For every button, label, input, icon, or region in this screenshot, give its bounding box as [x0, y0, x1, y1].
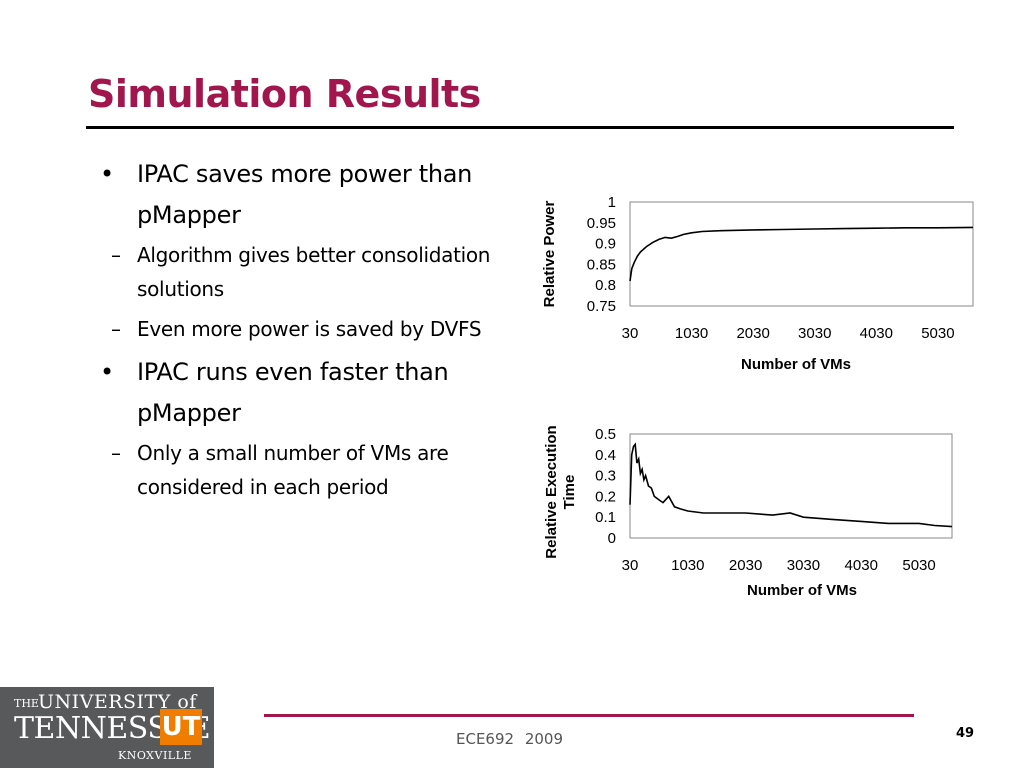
- y-tick-label: 0: [608, 530, 616, 547]
- y-tick-label: 0.4: [595, 447, 616, 464]
- x-axis-label: Number of VMs: [747, 582, 857, 599]
- y-tick-label: 0.9: [595, 236, 616, 253]
- y-tick-label: 0.3: [595, 468, 616, 485]
- sub-bullet-dash: –: [111, 441, 121, 465]
- sub-bullet-item: – Algorithm gives better consolidation s…: [55, 238, 500, 306]
- y-tick-group: 0.5 0.4 0.3 0.2 0.1 0: [595, 426, 616, 547]
- sub-bullet-dash: –: [111, 243, 121, 267]
- bullet-list: • IPAC saves more power than pMapper – A…: [100, 154, 500, 510]
- y-tick-label: 0.75: [587, 298, 616, 315]
- logo-university: UNIVERSITY of: [38, 691, 197, 713]
- plot-frame: [629, 433, 953, 539]
- x-tick-label: 5030: [921, 325, 954, 342]
- relative-execution-time-chart: 0.50.40.30.20.10 30 1030 2030 3030 4030 5030 …: [543, 425, 953, 599]
- series-line: [629, 226, 974, 282]
- bullet-item: • IPAC saves more power than pMapper: [100, 154, 500, 236]
- y-tick-label: 0.5: [595, 426, 616, 443]
- x-tick-group: 30 1030 2030 3030 4030 5030: [622, 325, 955, 342]
- sub-bullet-dash: –: [111, 317, 121, 341]
- y-tick-label: 0.95: [587, 215, 616, 232]
- title-divider: [86, 126, 954, 129]
- sub-bullet-item: – Even more power is saved by DVFS: [55, 312, 500, 346]
- logo-ut-mark: UT: [160, 709, 202, 745]
- x-tick-label: 2030: [736, 325, 769, 342]
- bullet-dot: •: [100, 358, 114, 386]
- y-axis-label: Relative Power: [541, 200, 558, 307]
- x-tick-label: 4030: [845, 557, 878, 574]
- relative-power-chart: 1 0.95 0.9 0.85 0.8 0.75 30 1030 2030 3030 4030 50…: [541, 194, 974, 373]
- slide-title: Simulation Results: [88, 72, 481, 116]
- x-tick-label: 3030: [787, 557, 820, 574]
- bullet-dot: •: [100, 160, 114, 188]
- x-tick-label: 5030: [902, 557, 935, 574]
- x-tick-label: 30: [622, 557, 639, 574]
- y-tick-label: 0.8: [595, 277, 616, 294]
- x-tick-label: 1030: [675, 325, 708, 342]
- logo-the: THE: [14, 697, 39, 710]
- bullet-text: IPAC runs even faster than pMapper: [137, 358, 449, 427]
- y-tick-label: 0.2: [595, 488, 616, 505]
- university-logo: THE UNIVERSITY of TENNESSEE UT KNOXVILLE: [0, 687, 214, 768]
- bullet-item: • IPAC runs even faster than pMapper: [100, 352, 500, 434]
- x-tick-label: 2030: [729, 557, 762, 574]
- plot-frame: [629, 201, 974, 307]
- x-tick-label: 30: [622, 325, 639, 342]
- series-line: [629, 442, 953, 528]
- sub-bullet-text: Only a small number of VMs are considere…: [137, 441, 449, 499]
- x-axis-label: Number of VMs: [741, 356, 851, 373]
- x-tick-label: 4030: [860, 325, 893, 342]
- y-tick-label: 1: [608, 194, 616, 211]
- x-tick-label: 1030: [671, 557, 704, 574]
- y-tick-label: 0.1: [595, 509, 616, 526]
- footer-divider: [264, 714, 914, 717]
- sub-bullet-text: Even more power is saved by DVFS: [137, 317, 482, 341]
- page-number: 49: [956, 726, 975, 741]
- logo-knoxville: KNOXVILLE: [118, 749, 192, 762]
- sub-bullet-text: Algorithm gives better consolidation sol…: [137, 243, 491, 301]
- y-tick-group: 1 0.95 0.9 0.85 0.8 0.75: [587, 194, 616, 315]
- y-tick-label: 0.85: [587, 256, 616, 273]
- sub-bullet-item: – Only a small number of VMs are conside…: [55, 436, 500, 504]
- x-tick-group: 30 1030 2030 3030 4030 5030: [622, 557, 936, 574]
- bullet-text: IPAC saves more power than pMapper: [137, 160, 473, 229]
- x-tick-label: 3030: [798, 325, 831, 342]
- y-axis-label: Relative ExecutionTime: [543, 425, 578, 558]
- footer-text: ECE692 2009: [456, 730, 564, 748]
